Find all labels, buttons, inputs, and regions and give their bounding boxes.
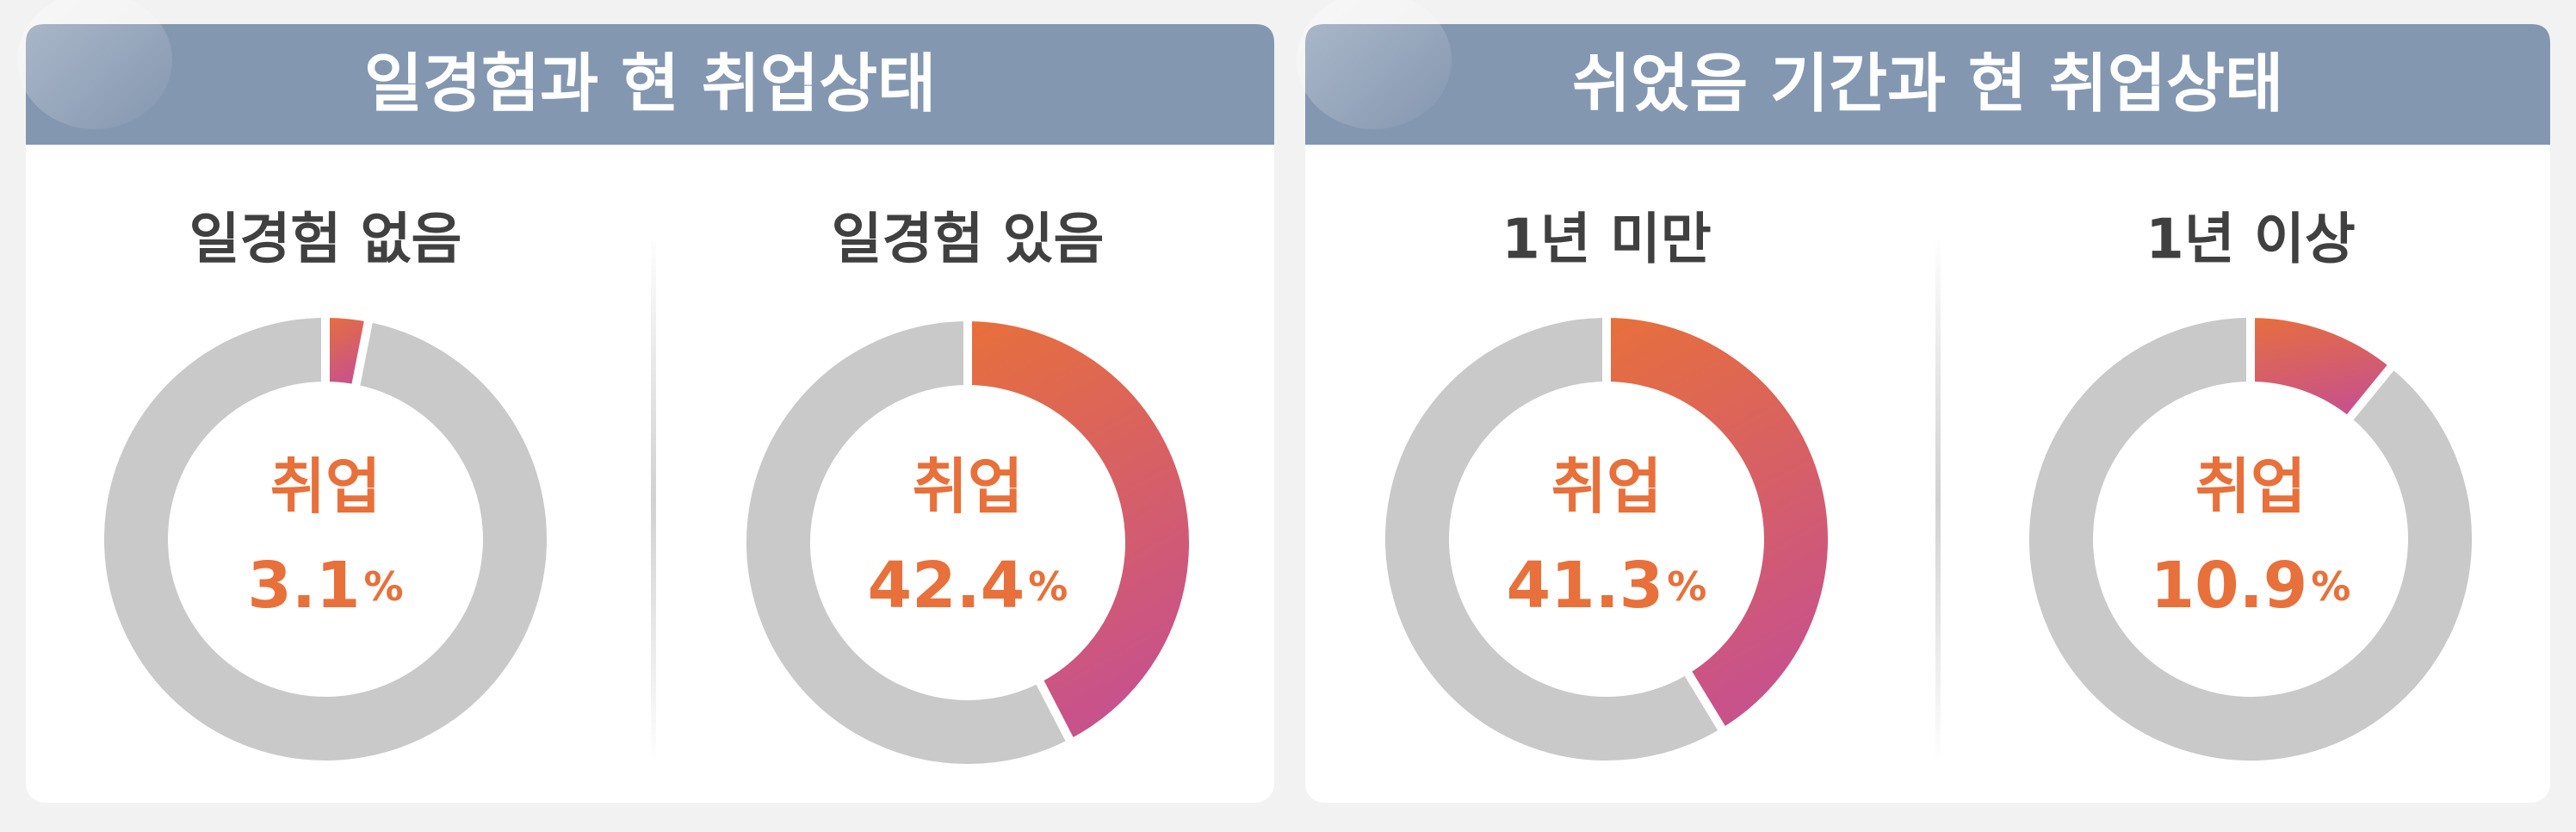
- center-label: 취업: [2195, 451, 2307, 522]
- value-label: 10.9%: [2151, 549, 2351, 623]
- value-unit: %: [364, 563, 404, 610]
- chart-title: 일경험 없음: [189, 208, 462, 272]
- header-decoration: [17, 0, 172, 129]
- header-decoration: [1297, 0, 1452, 129]
- chart-title: 일경험 있음: [832, 208, 1105, 272]
- value-number: 41.3: [1507, 549, 1664, 623]
- value-number: 10.9: [2151, 549, 2308, 623]
- panel-title: 일경험과 현 취업상태: [364, 47, 936, 121]
- panel-header: [26, 24, 1274, 145]
- donut-segment: [321, 308, 375, 394]
- donut-segment: [1602, 308, 1836, 738]
- value-label: 3.1%: [247, 549, 403, 623]
- divider: [651, 233, 656, 767]
- panel-title: 쉬었음 기간과 현 취업상태: [1572, 47, 2283, 121]
- remainder-arc: [1377, 308, 1731, 769]
- divider: [1935, 233, 1941, 767]
- value-label: 41.3%: [1507, 549, 1707, 623]
- remainder-arc: [738, 312, 1078, 773]
- remainder-arc: [96, 308, 555, 769]
- panel-header: [1305, 24, 2550, 145]
- panel: [1305, 24, 2550, 803]
- value-unit: %: [2311, 563, 2350, 610]
- donut-segment: [963, 312, 1198, 749]
- center-label: 취업: [1551, 451, 1663, 522]
- chart-title: 1년 이상: [2146, 208, 2355, 272]
- value-label: 42.4%: [868, 549, 1068, 623]
- panel: [26, 24, 1274, 803]
- value-unit: %: [1667, 563, 1706, 610]
- value-number: 42.4: [868, 549, 1025, 623]
- center-label: 취업: [913, 451, 1024, 522]
- value-unit: %: [1028, 563, 1068, 610]
- donut-segment: [2246, 308, 2400, 427]
- value-number: 3.1: [247, 549, 360, 623]
- center-label: 취업: [270, 451, 381, 522]
- remainder-arc: [2021, 308, 2480, 769]
- chart-title: 1년 미만: [1502, 208, 1711, 272]
